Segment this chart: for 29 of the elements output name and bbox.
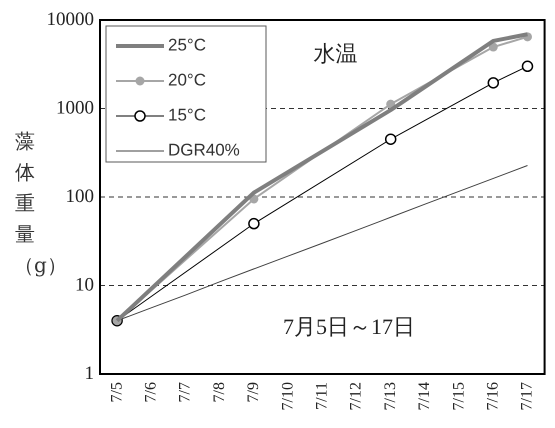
x-tick-label: 7/13	[382, 382, 399, 410]
x-tick-label: 7/11	[314, 382, 330, 410]
y-axis-title: 藻体重量（g）	[14, 128, 67, 279]
annotation: 水温	[314, 42, 358, 68]
point	[488, 77, 500, 89]
x-tick-label: 7/14	[416, 382, 434, 410]
x-tick-label: 7/6	[142, 382, 160, 402]
legend-label: 15°C	[168, 106, 206, 125]
point	[384, 133, 396, 145]
x-tick-label: 7/10	[279, 382, 296, 410]
annotation: 7月5日～17日	[282, 314, 415, 339]
x-tick-label: 7/9	[245, 382, 262, 402]
y-tick-label: 100	[66, 186, 94, 207]
point	[248, 218, 260, 230]
point	[522, 60, 534, 72]
x-tick-label: 7/8	[210, 382, 228, 402]
x-tick-label: 7/17	[518, 382, 536, 410]
y-tick-label: 1000	[56, 97, 94, 118]
legend-label: DGR40%	[168, 140, 240, 160]
x-tick-label: 7/12	[348, 382, 365, 410]
y-tick-label: 10000	[46, 8, 94, 30]
x-tick-label: 7/15	[450, 382, 468, 410]
legend-label: 20°C	[168, 70, 206, 90]
legend-label: 25°C	[168, 36, 206, 55]
x-tick-label: 7/7	[176, 382, 194, 402]
y-tick-label: 1	[84, 362, 94, 384]
y-tick-label: 10	[75, 274, 94, 296]
x-tick-label: 7/5	[108, 382, 126, 402]
x-tick-label: 7/16	[484, 382, 502, 410]
